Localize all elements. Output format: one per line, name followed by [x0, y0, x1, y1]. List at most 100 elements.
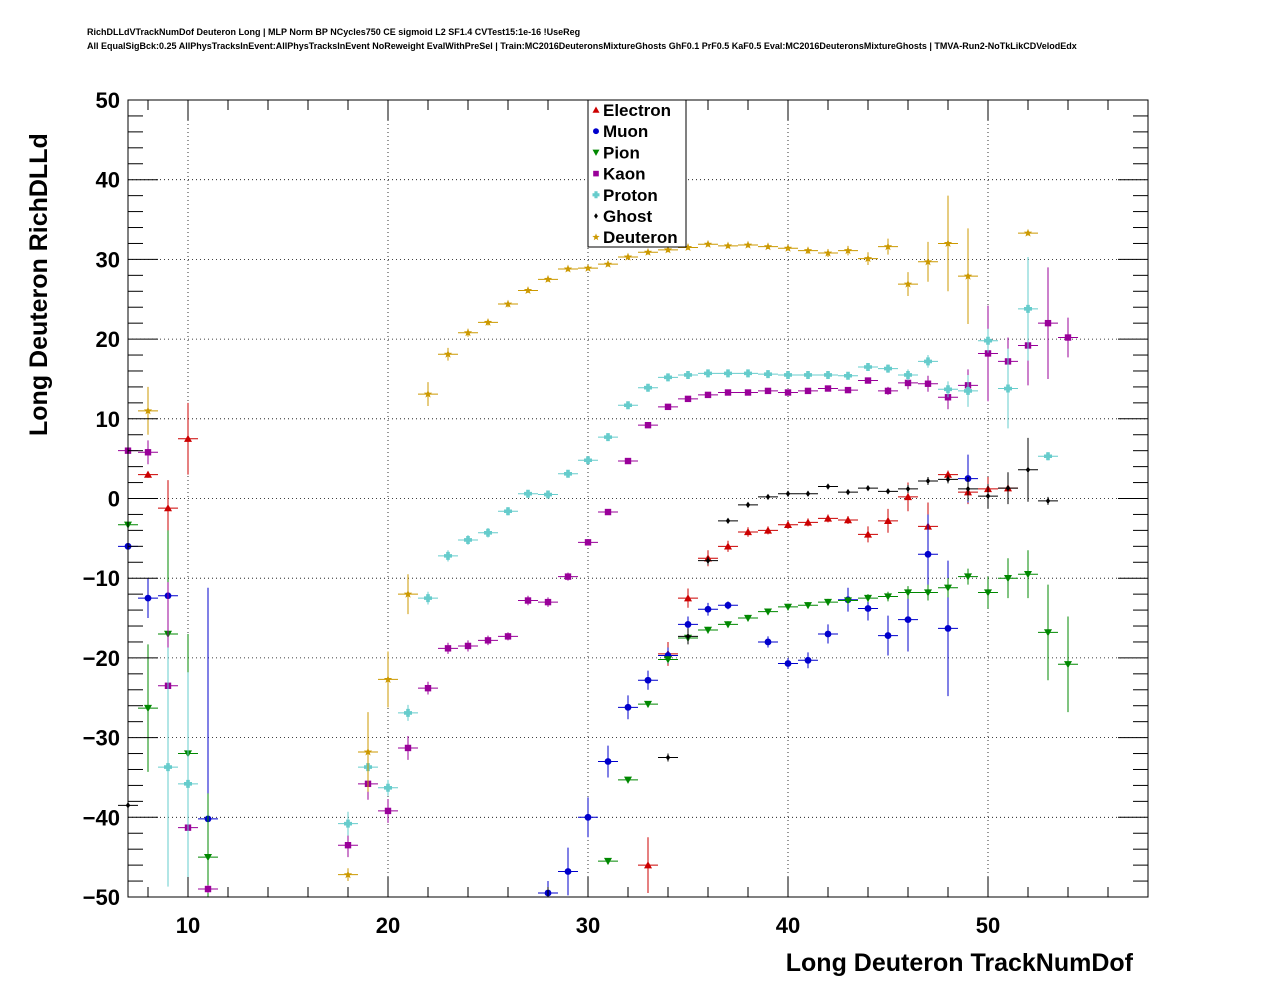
proton-point — [598, 433, 618, 442]
proton-point — [918, 355, 938, 368]
pion-marker — [784, 603, 792, 611]
legend-marker-ghost — [594, 213, 598, 219]
proton-marker — [424, 594, 432, 603]
kaon-point — [198, 885, 218, 894]
pion-marker — [984, 589, 992, 597]
pion-point — [858, 594, 878, 603]
proton-marker — [924, 357, 932, 366]
proton-point — [398, 704, 418, 721]
ghost-point — [1038, 496, 1058, 505]
proton-marker — [644, 383, 652, 392]
deuteron-point — [578, 263, 598, 272]
electron-marker — [144, 470, 152, 478]
pion-point — [718, 621, 738, 629]
proton-point — [438, 550, 458, 562]
kaon-point — [518, 595, 538, 606]
deuteron-marker — [143, 406, 153, 415]
electron-point — [758, 526, 778, 535]
muon-point — [558, 847, 578, 896]
series-pion — [118, 508, 1078, 897]
electron-point — [678, 588, 698, 608]
electron-point — [158, 480, 178, 536]
kaon-marker — [424, 684, 432, 692]
kaon-marker — [404, 744, 412, 752]
pion-point — [978, 576, 998, 609]
proton-marker — [564, 469, 572, 478]
ghost-point — [698, 556, 718, 565]
electron-marker — [824, 514, 832, 522]
ghost-point — [958, 476, 978, 501]
kaon-marker — [924, 380, 932, 387]
kaon-point — [638, 421, 658, 429]
legend-label: Kaon — [603, 165, 646, 184]
legend-item-ghost: Ghost — [594, 207, 652, 226]
proton-marker — [844, 371, 852, 380]
pion-point — [1038, 584, 1058, 681]
proton-point — [518, 489, 538, 498]
kaon-point — [778, 389, 798, 396]
kaon-marker — [564, 573, 572, 580]
proton-marker — [184, 779, 192, 788]
muon-marker — [824, 630, 832, 638]
deuteron-marker — [563, 264, 573, 273]
kaon-marker — [624, 457, 632, 465]
deuteron-marker — [423, 389, 433, 398]
kaon-marker — [784, 389, 792, 396]
kaon-marker — [684, 395, 692, 403]
pion-point — [918, 584, 938, 601]
proton-point — [838, 371, 858, 380]
proton-point — [658, 373, 678, 382]
pion-marker — [724, 621, 732, 629]
kaon-point — [978, 305, 998, 402]
kaon-marker — [764, 387, 772, 395]
electron-point — [138, 470, 158, 478]
y-tick-label: 20 — [96, 327, 120, 352]
kaon-marker — [484, 637, 492, 644]
deuteron-marker — [443, 349, 453, 358]
y-tick-label: −50 — [83, 885, 120, 910]
electron-marker — [844, 516, 852, 524]
deuteron-point — [898, 272, 918, 297]
deuteron-point — [698, 239, 718, 248]
ghost-point — [858, 484, 878, 492]
proton-marker — [744, 369, 752, 378]
proton-point — [978, 328, 998, 353]
muon-marker — [904, 616, 912, 624]
muon-marker — [704, 605, 712, 613]
ghost-point — [838, 488, 858, 496]
kaon-point — [418, 681, 438, 695]
electron-point — [738, 527, 758, 537]
pion-point — [138, 644, 158, 772]
deuteron-marker — [683, 243, 693, 251]
deuteron-point — [658, 245, 678, 254]
proton-point — [578, 456, 598, 465]
deuteron-point — [358, 712, 378, 792]
deuteron-point — [378, 651, 398, 708]
kaon-point — [338, 833, 358, 858]
ghost-marker — [965, 485, 971, 493]
ghost-point — [738, 501, 758, 509]
legend-label: Pion — [603, 143, 640, 162]
muon-point — [578, 797, 598, 838]
pion-marker — [744, 614, 752, 623]
proton-marker — [684, 370, 692, 379]
muon-marker — [624, 703, 632, 711]
deuteron-point — [538, 274, 558, 283]
deuteron-marker — [623, 252, 633, 261]
proton-marker — [384, 783, 392, 792]
deuteron-point — [718, 241, 738, 250]
proton-point — [798, 370, 818, 379]
ghost-marker — [705, 557, 711, 564]
pion-marker — [804, 602, 812, 610]
pion-point — [198, 793, 218, 897]
proton-marker — [404, 708, 412, 717]
deuteron-point — [878, 238, 898, 255]
electron-marker — [864, 530, 872, 538]
deuteron-marker — [763, 242, 773, 251]
x-tick-label: 10 — [176, 913, 200, 938]
proton-point — [678, 370, 698, 379]
pion-point — [598, 857, 618, 866]
pion-point — [698, 626, 718, 635]
deuteron-point — [938, 195, 958, 292]
electron-marker — [684, 594, 692, 602]
